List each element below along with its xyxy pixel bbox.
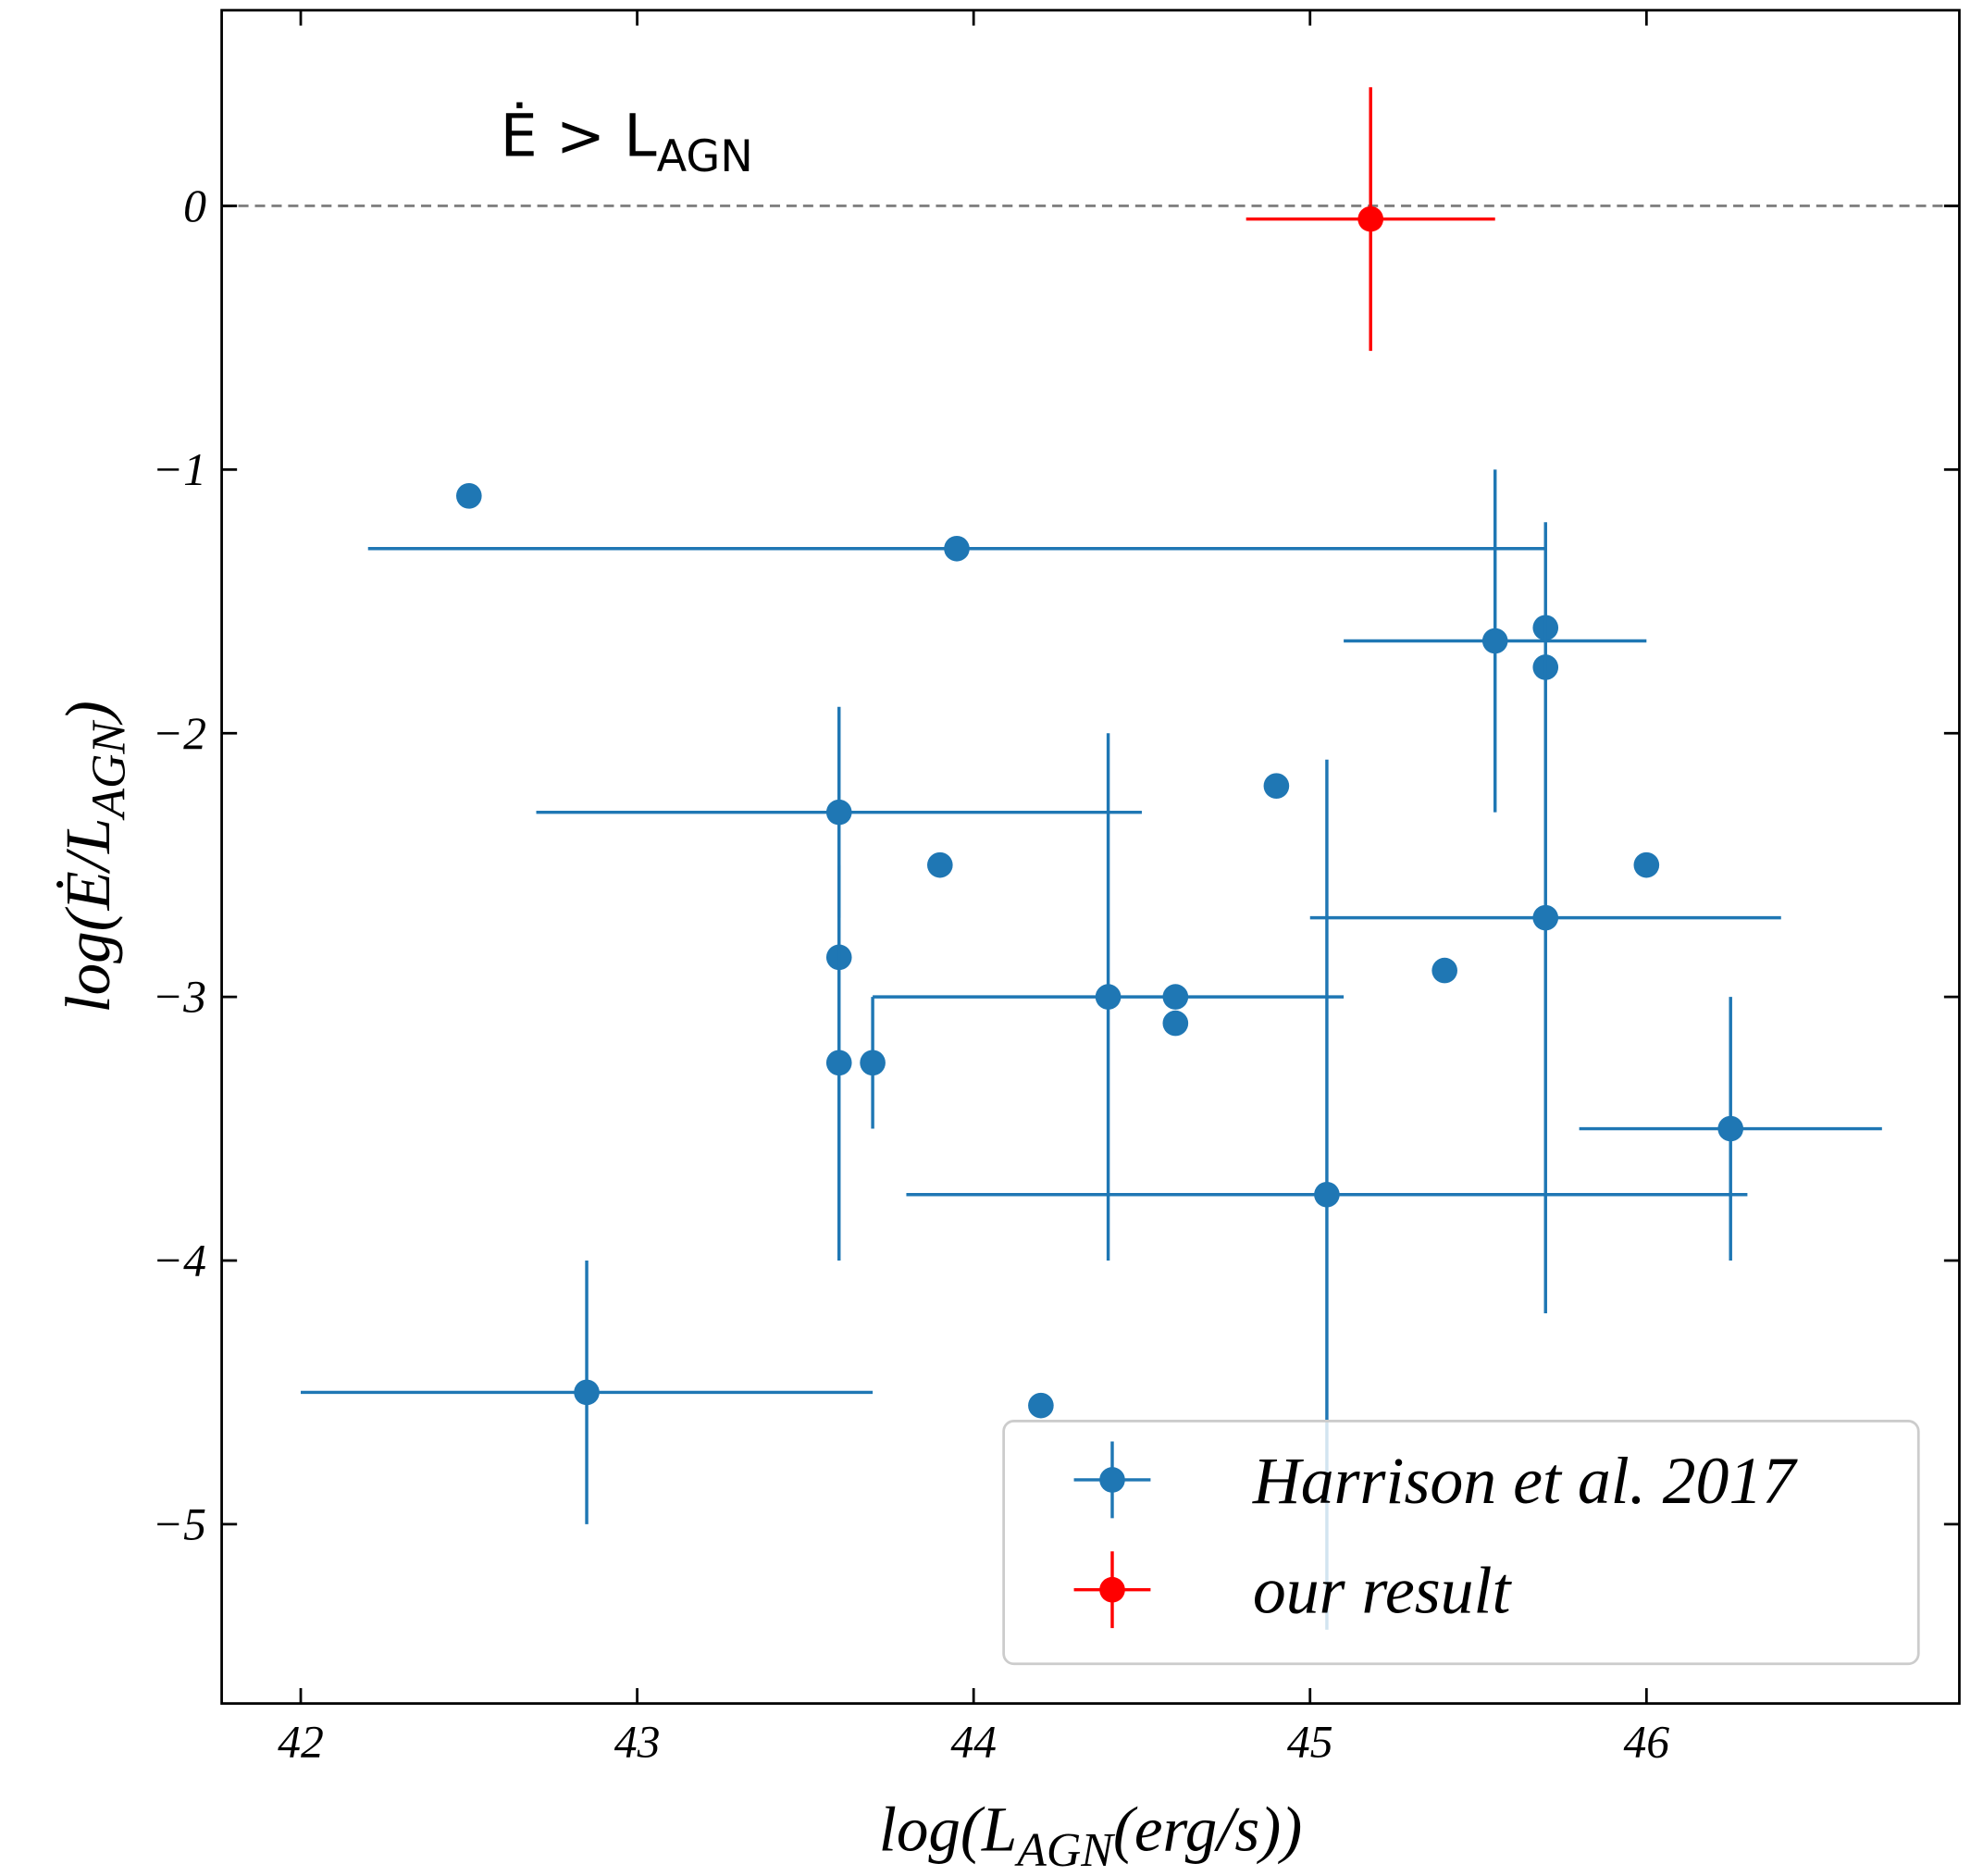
data-point	[1028, 1392, 1054, 1419]
data-point	[1532, 904, 1559, 931]
annotation: Ė > LAGN	[501, 101, 753, 182]
y-tick-label: −2	[153, 708, 206, 759]
x-tick-label: 42	[278, 1717, 324, 1768]
data-point	[1431, 957, 1457, 984]
legend-swatch	[1099, 1576, 1125, 1603]
x-tick-label: 44	[950, 1717, 997, 1768]
y-tick-label: 0	[183, 180, 206, 231]
annotation-part: Ė > L	[501, 101, 658, 169]
x-axis-label-subscript: AGN	[1014, 1824, 1115, 1876]
legend-swatch	[1099, 1467, 1125, 1493]
y-tick-label: −3	[153, 972, 206, 1023]
data-point	[1162, 984, 1189, 1010]
data-point	[927, 851, 953, 878]
y-axis-label-subscript: AGN	[83, 720, 136, 821]
data-point	[1314, 1181, 1340, 1208]
y-tick-label: −4	[153, 1236, 206, 1286]
data-point	[1717, 1115, 1744, 1142]
data-point	[455, 483, 482, 509]
data-point	[1633, 851, 1660, 878]
data-point	[1263, 773, 1290, 799]
x-axis-label-part: (erg/s))	[1113, 1793, 1302, 1864]
data-point	[574, 1379, 600, 1406]
x-axis-label: log(LAGN(erg/s))	[879, 1793, 1303, 1876]
x-tick-label: 45	[1287, 1717, 1333, 1768]
y-tick-label: −5	[153, 1498, 206, 1549]
data-point	[1095, 984, 1122, 1010]
legend-box	[1002, 1420, 1920, 1666]
x-tick-label: 46	[1623, 1717, 1669, 1768]
data-point	[1162, 1010, 1189, 1037]
y-tick-label: −1	[153, 444, 206, 495]
legend-label: our result	[1253, 1554, 1513, 1628]
data-point	[1481, 627, 1508, 654]
x-axis-label-part: log(L	[879, 1793, 1018, 1864]
y-axis-label-part: log(Ė/L	[52, 818, 123, 1013]
data-point	[825, 799, 852, 826]
plot-frame	[220, 8, 1961, 1705]
y-axis-label-part: )	[52, 701, 123, 726]
x-tick-label: 43	[614, 1717, 661, 1768]
data-point	[860, 1050, 886, 1076]
y-axis-label: log(Ė/LAGN)	[52, 701, 136, 1013]
data-point	[944, 535, 970, 562]
legend-label: Harrison et al. 2017	[1252, 1444, 1798, 1518]
data-point	[825, 1050, 852, 1076]
annotation-subscript: AGN	[657, 131, 753, 182]
data-point	[1357, 205, 1383, 232]
